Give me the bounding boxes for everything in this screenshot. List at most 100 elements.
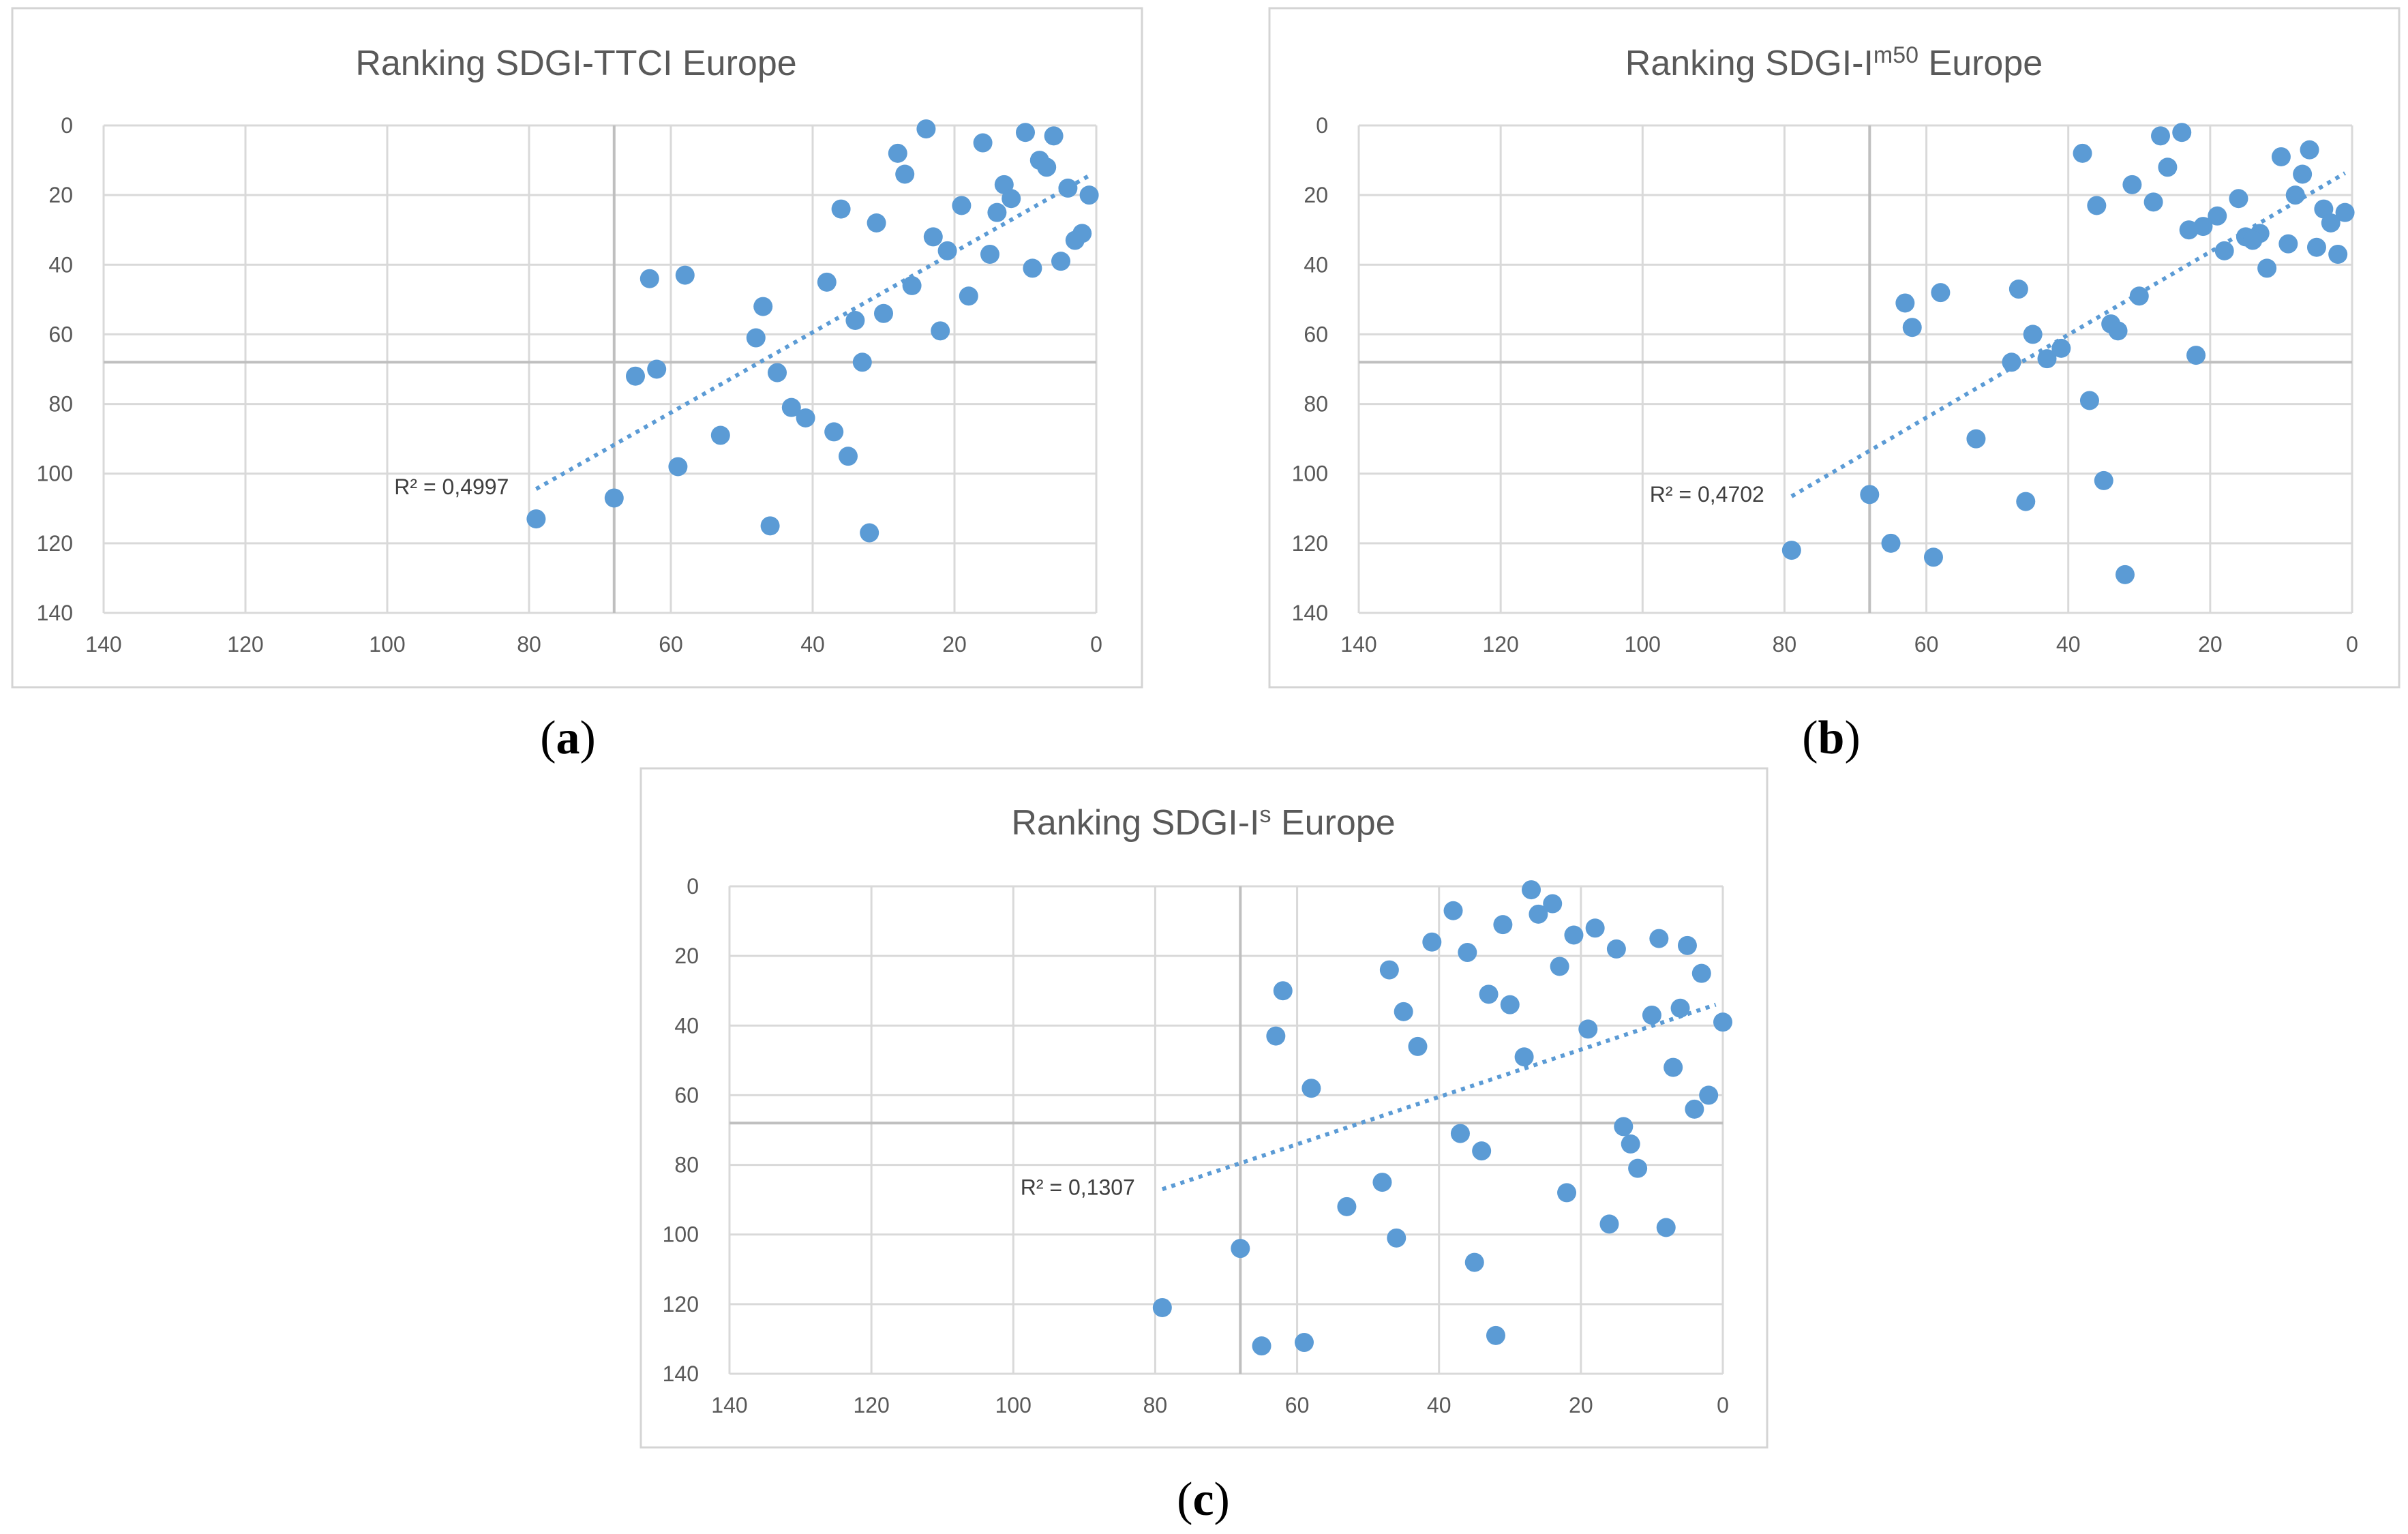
chart-b-data-point	[2243, 230, 2263, 250]
chart-c-data-point	[1656, 1218, 1676, 1237]
chart-b-data-point	[2008, 280, 2028, 299]
chart-c-data-point	[1578, 1019, 1598, 1039]
chart-b-data-point	[2285, 185, 2305, 205]
chart-a-data-point	[746, 328, 766, 348]
chart-c-data-point	[1464, 1252, 1484, 1272]
chart-c-data-point	[1458, 943, 1477, 963]
chart-c-trendline	[1161, 1002, 1717, 1192]
chart-b-xtick-label: 0	[2346, 632, 2358, 657]
chart-b-data-point	[1923, 547, 1943, 567]
chart-c-data-point	[1450, 1124, 1470, 1143]
chart-b-data-point	[2335, 202, 2355, 222]
chart-b-data-point	[2087, 196, 2107, 215]
chart-c-data-point	[1514, 1047, 1534, 1067]
chart-a-trendline	[535, 174, 1091, 491]
chart-c-data-point	[1691, 963, 1711, 983]
chart-b-xtick-label: 40	[2056, 632, 2081, 657]
chart-b-data-point	[2158, 157, 2178, 177]
chart-b-data-point	[2002, 352, 2021, 372]
chart-c-r2-label: R² = 0,1307	[1021, 1175, 1135, 1199]
chart-b-ytick-label: 100	[1292, 462, 1328, 486]
chart-b-data-point	[2328, 244, 2348, 264]
chart-a-data-point	[952, 196, 972, 215]
chart-c-data-point	[1664, 1057, 1683, 1077]
chart-b-trendline	[1790, 171, 2347, 498]
chart-b-data-point	[2293, 164, 2313, 184]
chart-b-data-point	[2186, 346, 2206, 365]
chart-c-data-point	[1472, 1141, 1492, 1161]
chart-b-title: Ranking SDGI-Im50 Europe	[1625, 42, 2043, 83]
chart-a-ytick-label: 140	[37, 601, 73, 625]
chart-c-data-point	[1231, 1239, 1250, 1259]
chart-b-data-point	[2016, 492, 2036, 511]
chart-c-data-point	[1387, 1228, 1406, 1248]
chart-c-data-point	[1550, 957, 1569, 976]
chart-b-data-point	[2079, 391, 2099, 410]
chart-b-frame	[1268, 7, 2401, 689]
chart-c-data-point	[1152, 1297, 1172, 1317]
chart-a-ytick-label: 40	[48, 252, 73, 277]
chart-c-ytick-label: 20	[674, 944, 699, 968]
chart-c-plot-area: 0 20 40 60 80 100 120 140 140 120 100 80 60 40 20 0 R² =…	[663, 874, 1732, 1417]
chart-c-data-point	[1606, 939, 1626, 959]
chart-b-data-point	[1902, 318, 1922, 337]
chart-a-data-point	[824, 422, 844, 442]
chart-a-data-point	[675, 265, 695, 285]
chart-b-ytick-label: 60	[1304, 322, 1328, 346]
chart-c-data-point	[1500, 995, 1520, 1014]
chart-a-data-point	[916, 119, 936, 139]
panel-label-b: (b)	[1802, 712, 1861, 764]
chart-a-data-point	[760, 516, 780, 536]
chart-c-data-point	[1408, 1036, 1428, 1056]
chart-b-data-point	[1860, 485, 1880, 505]
chart-b-data-point	[2300, 140, 2319, 160]
chart-b-data-point	[2271, 147, 2291, 166]
chart-b-data-point	[2094, 470, 2113, 490]
chart-b-data-point	[2143, 192, 2163, 212]
chart-c-data-point	[1677, 935, 1697, 955]
chart-a-data-point	[902, 275, 922, 295]
chart-b-plot-area: 0 20 40 60 80 100 120 140 140 120 100 80 60 40 20 0 R² =…	[1292, 113, 2358, 657]
chart-b-data-point	[2321, 213, 2341, 232]
chart-a-data-point	[1002, 189, 1021, 209]
chart-c-frame	[639, 767, 1769, 1449]
chart-c-xtick-label: 20	[1569, 1393, 1593, 1417]
chart-a-data-point	[647, 359, 667, 379]
chart-c-data-point	[1252, 1336, 1271, 1356]
chart-a-ytick-label: 120	[37, 531, 73, 556]
chart-b-data-point	[2051, 338, 2071, 358]
chart-b-xtick-label: 100	[1625, 632, 1661, 657]
chart-a-data-point	[796, 408, 815, 427]
chart-b-data-point	[2278, 234, 2298, 254]
chart-b-xtick-label: 60	[1914, 632, 1939, 657]
chart-c-data-point	[1493, 915, 1513, 935]
chart-a-data-point	[1058, 178, 1078, 198]
chart-c-ytick-label: 60	[674, 1083, 699, 1107]
chart-a-data-point	[526, 509, 546, 529]
chart-a-data-point	[1016, 123, 1035, 142]
chart-c-data-point	[1599, 1214, 1619, 1234]
chart-b-data-point	[1781, 541, 1801, 560]
chart-c-data-point	[1699, 1085, 1719, 1105]
chart-b-data-point	[1881, 533, 1901, 553]
chart-a-data-point	[959, 286, 978, 306]
chart-c-data-point	[1379, 960, 1399, 980]
chart-a-title: Ranking SDGI-TTCI Europe	[355, 44, 796, 83]
chart-a-data-point	[980, 244, 999, 264]
chart-c-data-point	[1557, 1183, 1577, 1203]
chart-c-ytick-label: 0	[687, 874, 699, 899]
chart-a-data-point	[931, 321, 950, 341]
chart-a-data-point	[888, 143, 907, 163]
chart-c-xtick-label: 0	[1717, 1393, 1729, 1417]
chart-a-ytick-label: 60	[48, 322, 73, 346]
chart-a-data-point	[1079, 185, 1099, 205]
chart-a-data-point	[973, 133, 993, 153]
chart-a-ytick-label: 100	[37, 462, 73, 486]
chart-b-data-point	[2172, 123, 2192, 142]
chart-a-data-point	[852, 352, 872, 372]
chart-b-ytick-label: 40	[1304, 252, 1328, 277]
chart-c-data-point	[1713, 1012, 1732, 1032]
chart-b-xtick-label: 120	[1482, 632, 1518, 657]
chart-panel-b: Ranking SDGI-Im50 Europe 0 20 40 60 80 100 120…	[1268, 7, 2401, 764]
chart-c-data-point	[1529, 904, 1548, 924]
